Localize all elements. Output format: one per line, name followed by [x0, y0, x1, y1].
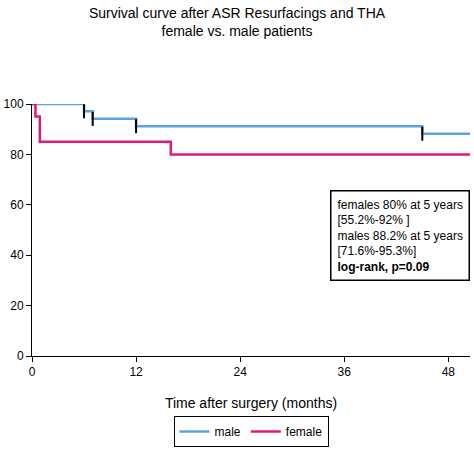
svg-text:female: female — [286, 425, 322, 439]
svg-text:male: male — [215, 425, 241, 439]
svg-text:Time after surgery (months): Time after surgery (months) — [165, 395, 337, 411]
svg-text:20: 20 — [10, 299, 24, 313]
svg-text:24: 24 — [233, 365, 247, 379]
svg-text:0: 0 — [17, 349, 24, 363]
svg-text:80: 80 — [10, 148, 24, 162]
svg-text:Survival curve after ASR Resur: Survival curve after ASR Resurfacings an… — [89, 5, 386, 39]
svg-text:48: 48 — [442, 365, 456, 379]
svg-text:12: 12 — [129, 365, 143, 379]
svg-text:36: 36 — [338, 365, 352, 379]
svg-text:60: 60 — [10, 198, 24, 212]
svg-text:40: 40 — [10, 248, 24, 262]
svg-text:100: 100 — [4, 97, 24, 111]
svg-text:0: 0 — [29, 365, 36, 379]
svg-text:females 80% at 5 years[55.2%-9: females 80% at 5 years[55.2%-92% ]males … — [338, 198, 463, 274]
